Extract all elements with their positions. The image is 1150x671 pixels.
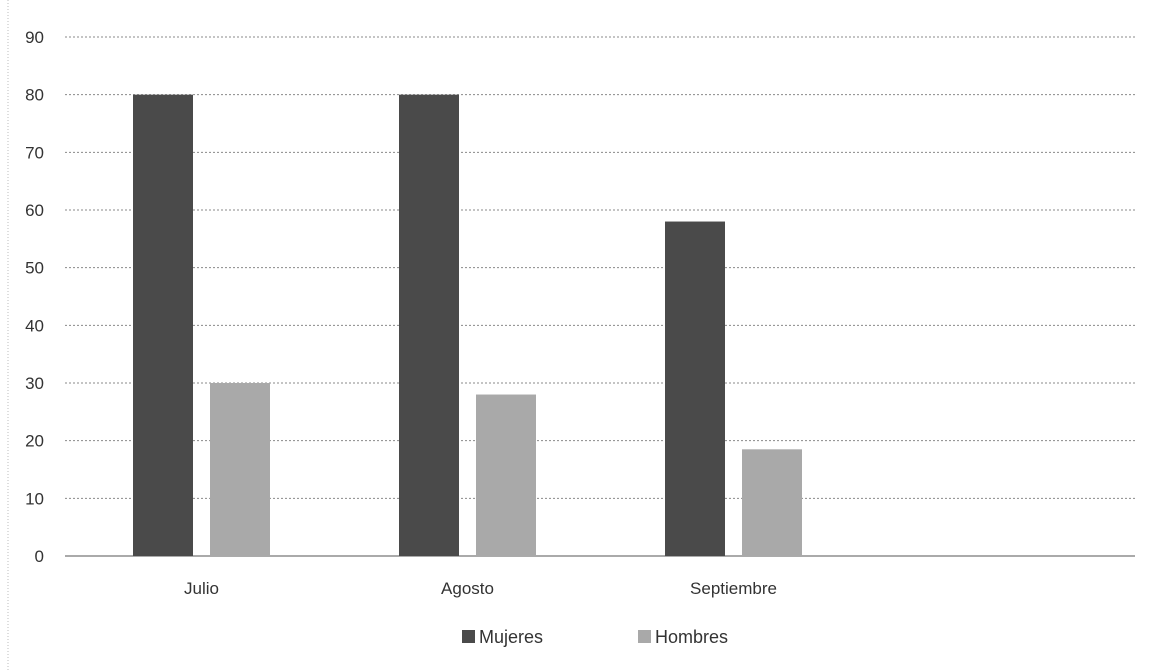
y-tick-label: 20: [25, 432, 44, 451]
legend-label-mujeres: Mujeres: [479, 627, 543, 647]
bar-hombres-julio: [210, 383, 270, 556]
y-tick-label: 0: [35, 547, 44, 566]
y-tick-label: 80: [25, 86, 44, 105]
legend: Mujeres Hombres: [462, 627, 728, 647]
bar-mujeres-julio: [133, 94, 193, 557]
y-tick-label: 40: [25, 316, 44, 335]
bars: [133, 94, 802, 557]
legend-label-hombres: Hombres: [655, 627, 728, 647]
y-tick-label: 30: [25, 374, 44, 393]
y-tick-label: 10: [25, 489, 44, 508]
y-tick-label: 70: [25, 143, 44, 162]
x-category-label: Agosto: [441, 579, 494, 598]
y-tick-label: 90: [25, 28, 44, 47]
x-category-label: Septiembre: [690, 579, 777, 598]
y-tick-label: 60: [25, 201, 44, 220]
y-axis-ticks: 0 10 20 30 40 50 60 70 80 90: [25, 28, 44, 566]
x-axis-labels: Julio Agosto Septiembre: [184, 579, 777, 598]
y-tick-label: 50: [25, 259, 44, 278]
legend-swatch-hombres: [638, 630, 651, 643]
bar-mujeres-septiembre: [665, 221, 725, 557]
bar-hombres-agosto: [476, 394, 536, 556]
legend-swatch-mujeres: [462, 630, 475, 643]
bar-hombres-septiembre: [742, 449, 802, 556]
bar-mujeres-agosto: [399, 94, 459, 557]
x-category-label: Julio: [184, 579, 219, 598]
